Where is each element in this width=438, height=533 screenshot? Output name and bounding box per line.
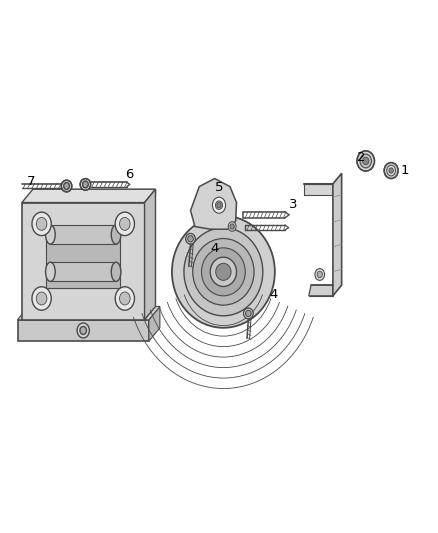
- Ellipse shape: [230, 224, 234, 229]
- Ellipse shape: [184, 228, 263, 316]
- Ellipse shape: [46, 225, 55, 244]
- Ellipse shape: [111, 262, 121, 281]
- Text: 7: 7: [26, 175, 35, 188]
- Polygon shape: [50, 225, 116, 244]
- Ellipse shape: [244, 308, 253, 319]
- Ellipse shape: [212, 197, 226, 213]
- Ellipse shape: [46, 262, 55, 281]
- Ellipse shape: [82, 181, 88, 188]
- Text: 5: 5: [215, 181, 223, 194]
- Ellipse shape: [228, 222, 236, 231]
- Ellipse shape: [215, 201, 223, 209]
- Ellipse shape: [186, 233, 195, 244]
- Polygon shape: [18, 306, 160, 320]
- Ellipse shape: [317, 271, 322, 278]
- Polygon shape: [333, 173, 342, 296]
- Polygon shape: [22, 203, 145, 320]
- Polygon shape: [22, 189, 155, 203]
- Ellipse shape: [387, 165, 396, 176]
- Ellipse shape: [115, 212, 134, 236]
- Text: 2: 2: [357, 151, 366, 164]
- Ellipse shape: [245, 310, 251, 317]
- Ellipse shape: [36, 217, 47, 230]
- Text: 1: 1: [401, 164, 410, 177]
- Polygon shape: [18, 320, 149, 341]
- Polygon shape: [309, 285, 333, 296]
- Ellipse shape: [172, 216, 275, 328]
- Polygon shape: [149, 306, 160, 341]
- Ellipse shape: [61, 180, 72, 192]
- Polygon shape: [50, 262, 116, 281]
- Ellipse shape: [357, 151, 374, 171]
- Ellipse shape: [115, 287, 134, 310]
- Ellipse shape: [77, 323, 89, 338]
- Ellipse shape: [80, 179, 91, 190]
- Ellipse shape: [315, 269, 325, 280]
- Ellipse shape: [80, 326, 86, 335]
- Text: 3: 3: [289, 198, 298, 211]
- Text: 6: 6: [125, 168, 134, 181]
- Ellipse shape: [389, 168, 393, 173]
- Polygon shape: [145, 189, 155, 320]
- Text: 4: 4: [210, 243, 219, 255]
- Ellipse shape: [120, 292, 130, 305]
- Ellipse shape: [384, 163, 398, 179]
- Ellipse shape: [32, 212, 51, 236]
- Ellipse shape: [360, 154, 371, 168]
- Ellipse shape: [215, 263, 231, 280]
- Ellipse shape: [217, 203, 221, 208]
- Ellipse shape: [210, 257, 237, 287]
- Ellipse shape: [111, 225, 121, 244]
- Text: 4: 4: [269, 288, 278, 301]
- Ellipse shape: [187, 236, 194, 242]
- Ellipse shape: [201, 248, 245, 296]
- Polygon shape: [33, 189, 155, 195]
- Polygon shape: [304, 184, 333, 195]
- Ellipse shape: [64, 182, 69, 189]
- Polygon shape: [191, 179, 237, 229]
- Ellipse shape: [32, 287, 51, 310]
- Ellipse shape: [120, 217, 130, 230]
- Ellipse shape: [363, 157, 369, 165]
- Polygon shape: [46, 229, 120, 288]
- Ellipse shape: [193, 238, 254, 305]
- Ellipse shape: [36, 292, 47, 305]
